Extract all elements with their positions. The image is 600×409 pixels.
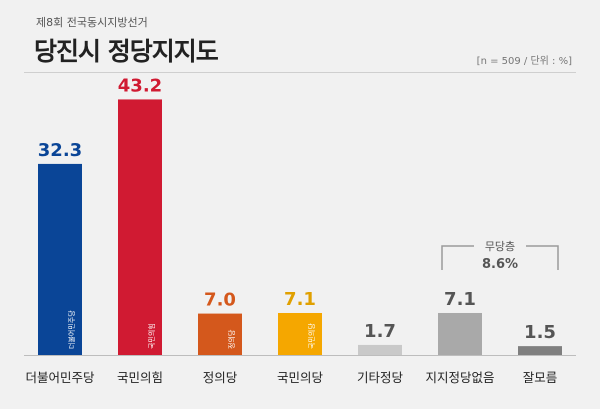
value-label-4: 7.1 bbox=[284, 289, 316, 310]
party-logo-3: 정의당 bbox=[227, 329, 236, 349]
category-label-1: 더불어민주당 bbox=[25, 370, 95, 385]
category-label-4: 국민의당 bbox=[277, 370, 324, 385]
no-party-bracket-title: 무당층 bbox=[485, 240, 515, 253]
bar-3 bbox=[198, 313, 242, 355]
category-label-2: 국민의힘 bbox=[117, 370, 163, 385]
category-label-3: 정의당 bbox=[203, 370, 238, 385]
sample-unit-note: [n = 509 / 단위 : %] bbox=[476, 56, 572, 67]
value-label-1: 32.3 bbox=[38, 140, 82, 161]
value-label-7: 1.5 bbox=[524, 322, 556, 343]
no-party-bracket-value: 8.6% bbox=[482, 257, 518, 272]
category-label-6: 지지정당없음 bbox=[425, 370, 494, 385]
no-party-bracket bbox=[441, 245, 559, 270]
bar-5 bbox=[358, 344, 402, 355]
value-label-3: 7.0 bbox=[204, 290, 236, 311]
bar-4 bbox=[278, 312, 322, 355]
bar-1 bbox=[38, 163, 82, 355]
value-label-6: 7.1 bbox=[444, 289, 476, 310]
bar-6 bbox=[438, 312, 482, 355]
value-label-2: 43.2 bbox=[118, 75, 162, 96]
survey-subtitle: 제8회 전국동시지방선거 bbox=[36, 16, 148, 29]
bar-2 bbox=[118, 99, 162, 355]
category-label-7: 잘모름 bbox=[523, 370, 558, 385]
category-label-5: 기타정당 bbox=[357, 370, 404, 385]
party-logo-2: 국민의힘 bbox=[147, 323, 156, 349]
party-logo-4: 국민의당 bbox=[307, 323, 316, 349]
value-label-5: 1.7 bbox=[364, 321, 396, 342]
party-logo-1: 더불어민주당 bbox=[67, 310, 76, 349]
header-divider bbox=[24, 72, 576, 73]
chart-title: 당진시 정당지지도 bbox=[34, 37, 219, 66]
bar-7 bbox=[518, 346, 562, 355]
